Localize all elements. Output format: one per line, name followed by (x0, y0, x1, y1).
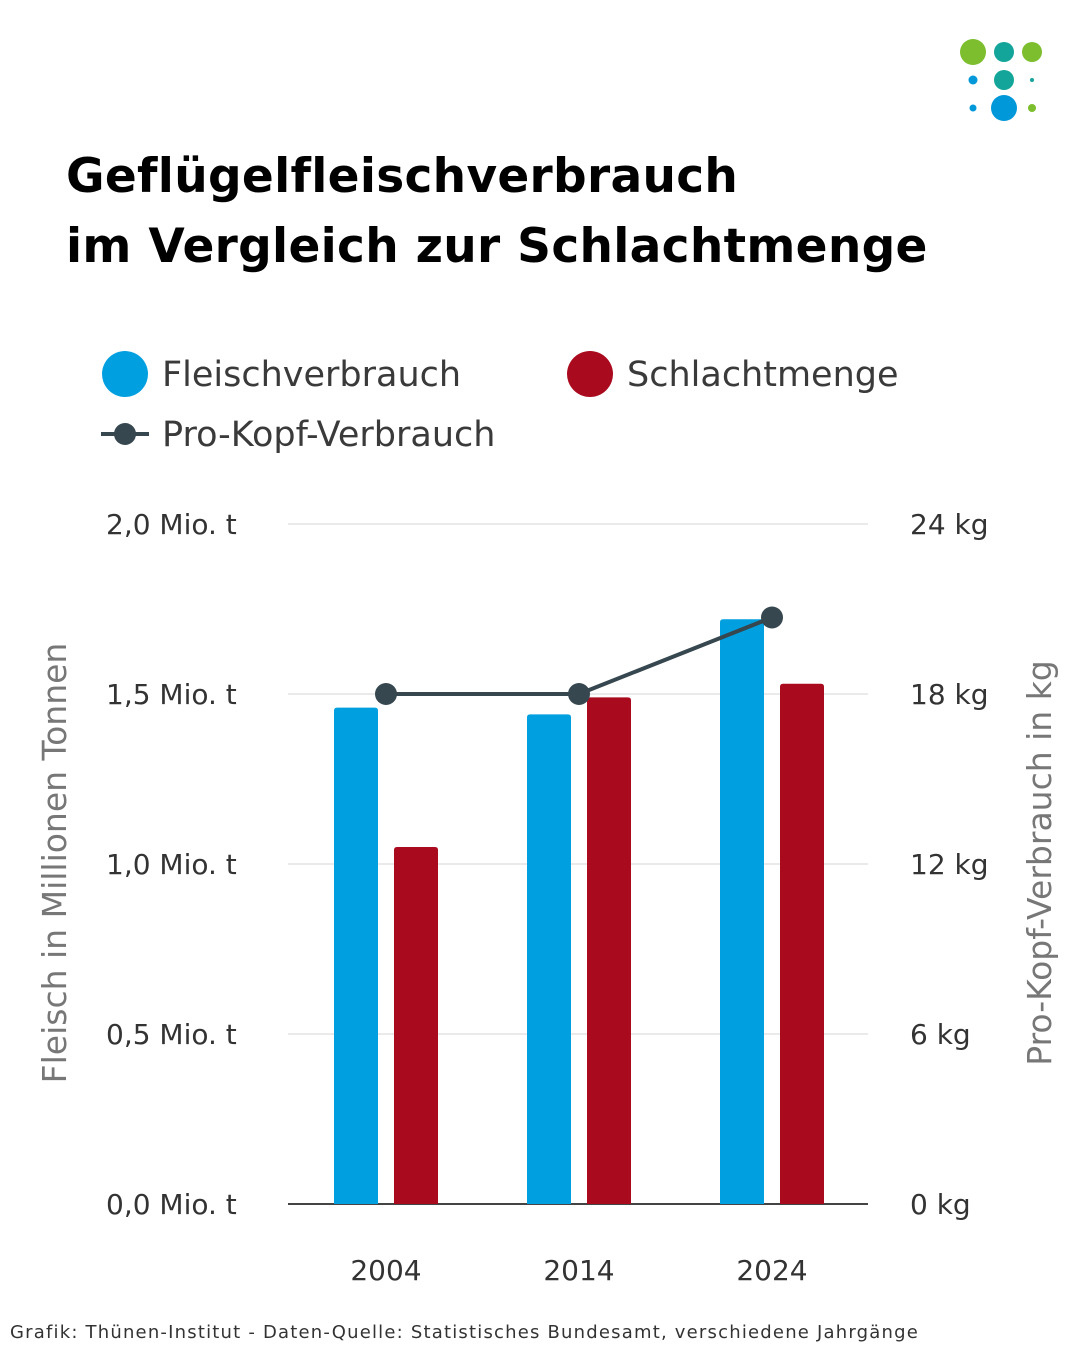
bar-fleischverbrauch-2004 (334, 707, 378, 1204)
y-tick-label-left: 1,0 Mio. t (106, 848, 237, 881)
legend-marker (114, 423, 136, 445)
y-tick-label-right: 18 kg (910, 678, 989, 711)
legend-swatch (567, 351, 613, 397)
legend-item-fleischverbrauch: Fleischverbrauch (102, 351, 461, 397)
legend-item-schlachtmenge: Schlachtmenge (567, 351, 899, 397)
bar-schlachtmenge-2004 (394, 847, 438, 1204)
y-axis-label-right: Pro-Kopf-Verbrauch in kg (1020, 660, 1059, 1066)
legend-item-pro-kopf-verbrauch: Pro-Kopf-Verbrauch (101, 415, 495, 455)
y-tick-label-left: 2,0 Mio. t (106, 508, 237, 541)
logo-dot (969, 104, 977, 112)
legend-label: Schlachtmenge (627, 355, 899, 395)
point-pro-kopf-2004 (375, 683, 397, 705)
bar-schlachtmenge-2024 (780, 683, 824, 1204)
y-tick-label-left: 1,5 Mio. t (106, 678, 237, 711)
logo-dot (994, 70, 1014, 90)
axis-ticks: 0,0 Mio. t 0,5 Mio. t 1,0 Mio. t 1,5 Mio. t… (106, 508, 989, 1287)
bars (334, 619, 824, 1204)
legend-label: Fleischverbrauch (162, 355, 461, 395)
x-tick-label: 2004 (350, 1254, 421, 1287)
chart-title: Geflügelfleischverbrauch im Vergleich zu… (66, 142, 966, 282)
bar-fleischverbrauch-2024 (720, 619, 764, 1204)
y-axis-label-left: Fleisch in Millionen Tonnen (35, 643, 74, 1084)
y-tick-label-left: 0,5 Mio. t (106, 1018, 237, 1051)
bar-fleischverbrauch-2014 (527, 714, 571, 1204)
point-pro-kopf-2014 (568, 683, 590, 705)
source-credit: Grafik: Thünen-Institut - Daten-Quelle: … (10, 1322, 919, 1343)
chart-title-line-2: im Vergleich zur Schlachtmenge (66, 219, 928, 274)
point-pro-kopf-2024 (761, 606, 783, 629)
y-tick-label-right: 0 kg (910, 1188, 971, 1221)
x-tick-label: 2024 (736, 1254, 807, 1287)
logo-dot (960, 39, 986, 65)
logo-dot (968, 75, 978, 85)
logo-dot (1022, 42, 1042, 62)
legend: Fleischverbrauch Schlachtmenge Pro-Kopf-… (101, 351, 899, 455)
bar-schlachtmenge-2014 (587, 697, 631, 1204)
chart-title-line-1: Geflügelfleischverbrauch (66, 149, 739, 204)
x-tick-label: 2014 (543, 1254, 614, 1287)
y-tick-label-right: 24 kg (910, 508, 989, 541)
y-tick-label-left: 0,0 Mio. t (106, 1188, 237, 1221)
dot-grid-logo-icon (960, 39, 1042, 121)
legend-swatch (102, 351, 148, 397)
logo-dot (1030, 78, 1034, 82)
y-tick-label-right: 12 kg (910, 848, 989, 881)
series-line-pro-kopf-verbrauch (386, 615, 773, 696)
y-tick-label-right: 6 kg (910, 1018, 971, 1051)
logo-dot (1028, 104, 1036, 112)
legend-label: Pro-Kopf-Verbrauch (162, 415, 495, 455)
logo-dot (991, 95, 1017, 121)
logo-dot (994, 42, 1014, 62)
per-capita-line (375, 606, 783, 705)
